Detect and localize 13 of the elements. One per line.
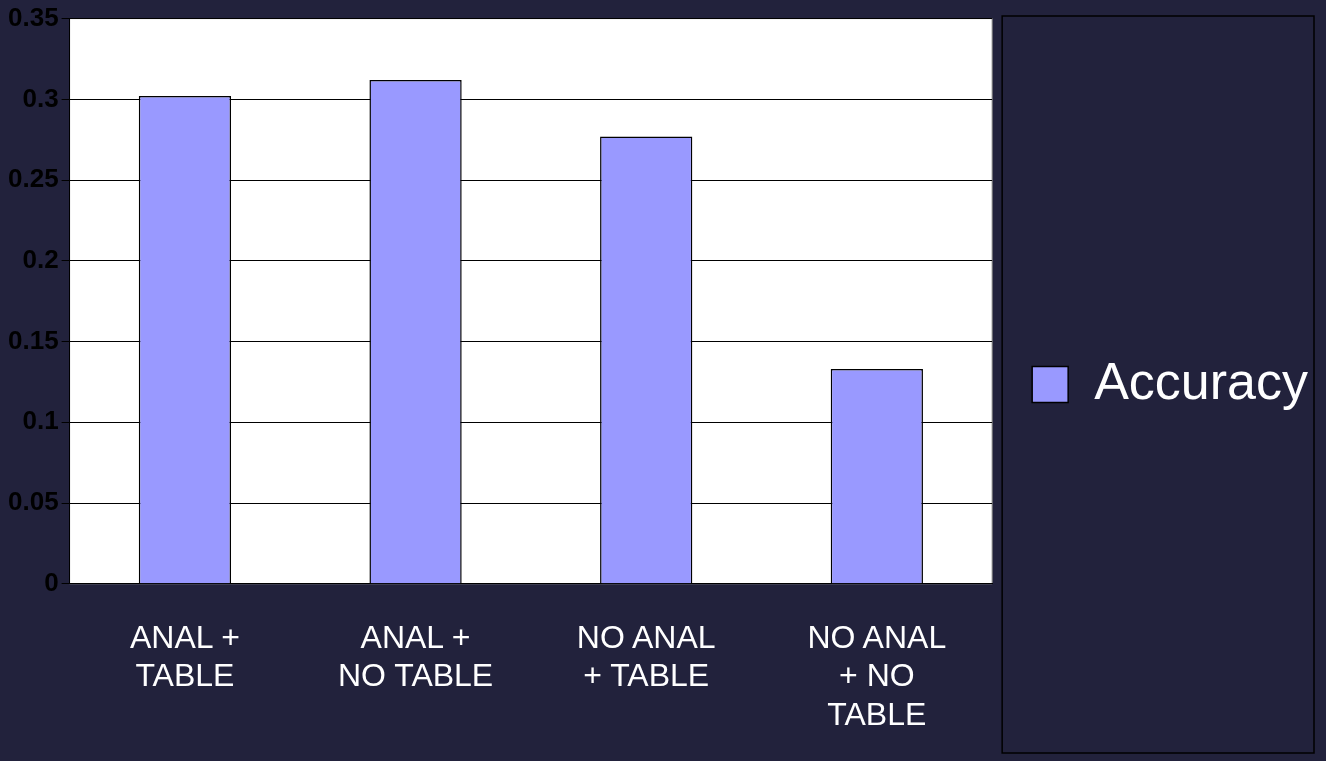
x-tick-label: ANAL + TABLE: [129, 618, 240, 694]
y-tick-label: 0.05: [7, 486, 59, 517]
x-tick-label: NO ANAL + TABLE: [576, 618, 716, 694]
y-tick-label: 0.15: [7, 324, 59, 355]
x-tick-label: ANAL + NO TABLE: [337, 618, 494, 694]
y-tick-label: 0.1: [22, 405, 59, 436]
y-tick-label: 0.25: [7, 163, 59, 194]
x-tick-label: NO ANAL + NO TABLE: [807, 618, 947, 732]
y-tick-label: 0: [44, 566, 59, 597]
y-tick-label: 0.35: [7, 1, 59, 32]
y-tick-label: 0.3: [22, 82, 59, 113]
y-tick-label: 0.2: [22, 244, 59, 274]
legend-label: Accuracy: [1094, 351, 1308, 410]
